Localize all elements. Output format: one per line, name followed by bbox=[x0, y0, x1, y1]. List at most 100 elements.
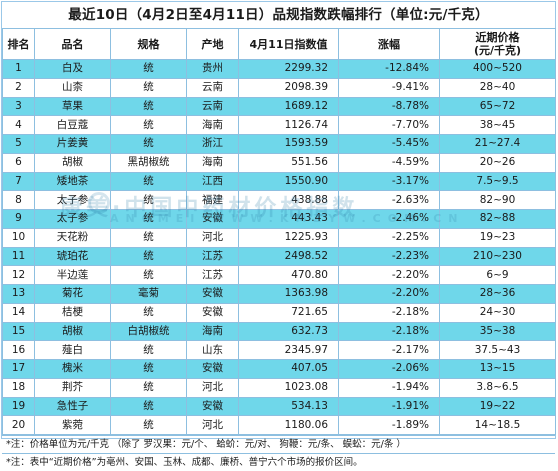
cell-price: 13~15 bbox=[439, 359, 556, 379]
cell-index: 470.80 bbox=[238, 265, 339, 285]
header-spec: 规格 bbox=[110, 28, 187, 60]
footnote-1: *注：价格单位为元/千克 （除了 罗汉果：元/个、 蛤蚧：元/对、 狗鞭：元/条… bbox=[2, 435, 555, 453]
cell-change: -2.63% bbox=[338, 190, 440, 210]
header-price: 近期价格 (元/千克) bbox=[439, 28, 556, 60]
table-row: 13 菊花 毫菊 安徽 1363.98 -2.20% 28~36 bbox=[2, 284, 556, 304]
table-row: 20 紫菀统河北 1180.06 -1.89% 14~18.5 bbox=[2, 415, 556, 435]
cell-origin: 河北 bbox=[186, 227, 239, 248]
table-row: 6 胡椒 黑胡椒统 海南 551.56 -4.59% 20~26 bbox=[2, 152, 556, 173]
cell-price: 20~26 bbox=[439, 152, 556, 173]
cell-price: 28~36 bbox=[439, 284, 556, 304]
cell-index: 1550.90 bbox=[238, 171, 339, 192]
cell-name: 胡椒 bbox=[34, 152, 111, 173]
table-row: 16 薤白统山东 2345.97 -2.17% 37.5~43 bbox=[2, 340, 556, 360]
cell-index: 551.56 bbox=[238, 152, 339, 173]
cell-spec: 统 bbox=[110, 171, 187, 192]
cell-change: -1.89% bbox=[338, 415, 440, 435]
cell-origin: 福建 bbox=[186, 190, 239, 210]
cell-name: 山柰 bbox=[34, 77, 111, 98]
table-row: 19 急性子统安徽 534.13 -1.91% 19~22 bbox=[2, 396, 556, 417]
cell-rank: 16 bbox=[2, 340, 35, 360]
cell-name: 琥珀花 bbox=[34, 246, 111, 267]
table-row: 12 半边莲统江苏 470.80 -2.20% 6~9 bbox=[2, 265, 556, 285]
footnote-2: *注：表中“近期价格”为亳州、安国、玉林、成都、廉桥、普宁六个市场的报价区间。 bbox=[2, 453, 555, 471]
cell-change: -1.91% bbox=[338, 396, 440, 417]
cell-index: 1180.06 bbox=[238, 415, 339, 435]
cell-change: -3.17% bbox=[338, 171, 440, 192]
cell-change: -12.84% bbox=[338, 59, 440, 79]
cell-price: 82~88 bbox=[439, 209, 556, 229]
cell-index: 2498.52 bbox=[238, 246, 339, 267]
cell-origin: 海南 bbox=[186, 152, 239, 173]
cell-index: 407.05 bbox=[238, 359, 339, 379]
cell-spec: 统 bbox=[110, 340, 187, 360]
cell-origin: 河北 bbox=[186, 377, 239, 398]
cell-index: 1593.59 bbox=[238, 134, 339, 154]
cell-index: 443.43 bbox=[238, 209, 339, 229]
cell-spec: 统 bbox=[110, 115, 187, 135]
cell-origin: 海南 bbox=[186, 115, 239, 135]
cell-change: -5.45% bbox=[338, 134, 440, 154]
cell-name: 天花粉 bbox=[34, 227, 111, 248]
cell-spec: 统 bbox=[110, 265, 187, 285]
table-row: 15 胡椒 白胡椒统 海南 632.73 -2.18% 35~38 bbox=[2, 321, 556, 342]
cell-change: -2.17% bbox=[338, 340, 440, 360]
cell-change: -9.41% bbox=[338, 77, 440, 98]
cell-index: 2345.97 bbox=[238, 340, 339, 360]
cell-name: 太子参 bbox=[34, 190, 111, 210]
cell-price: 14~18.5 bbox=[439, 415, 556, 435]
cell-index: 632.73 bbox=[238, 321, 339, 342]
cell-rank: 13 bbox=[2, 284, 35, 304]
cell-name: 矮地茶 bbox=[34, 171, 111, 192]
cell-price: 19~22 bbox=[439, 396, 556, 417]
cell-origin: 浙江 bbox=[186, 134, 239, 154]
cell-name: 紫菀 bbox=[34, 415, 111, 435]
table-row: 11 琥珀花统江苏 2498.52 -2.23% 210~230 bbox=[2, 246, 556, 267]
header-price-line2: (元/千克) bbox=[473, 44, 522, 57]
cell-rank: 5 bbox=[2, 134, 35, 154]
cell-rank: 14 bbox=[2, 302, 35, 323]
cell-change: -2.18% bbox=[338, 302, 440, 323]
cell-index: 438.88 bbox=[238, 190, 339, 210]
header-name: 品名 bbox=[34, 28, 111, 60]
cell-index: 534.13 bbox=[238, 396, 339, 417]
cell-spec: 统 bbox=[110, 377, 187, 398]
cell-spec: 统 bbox=[110, 96, 187, 117]
table-row: 14 桔梗统安徽 721.65 -2.18% 24~30 bbox=[2, 302, 556, 323]
cell-name: 槐米 bbox=[34, 359, 111, 379]
cell-change: -1.94% bbox=[338, 377, 440, 398]
header-rank: 排名 bbox=[2, 28, 35, 60]
table-row: 9 太子参统安徽 443.43 -2.46% 82~88 bbox=[2, 209, 556, 229]
footnotes: *注：价格单位为元/千克 （除了 罗汉果：元/个、 蛤蚧：元/对、 狗鞭：元/条… bbox=[2, 435, 555, 471]
cell-name: 薤白 bbox=[34, 340, 111, 360]
cell-index: 2098.39 bbox=[238, 77, 339, 98]
header-row: 排名 品名 规格 产地 4月11日指数值 涨幅 近期价格 (元/千克) bbox=[2, 28, 556, 60]
cell-spec: 统 bbox=[110, 59, 187, 79]
cell-index: 1225.93 bbox=[238, 227, 339, 248]
cell-rank: 8 bbox=[2, 190, 35, 210]
cell-origin: 云南 bbox=[186, 96, 239, 117]
cell-change: -2.46% bbox=[338, 209, 440, 229]
cell-price: 24~30 bbox=[439, 302, 556, 323]
cell-price: 3.8~6.5 bbox=[439, 377, 556, 398]
cell-name: 草果 bbox=[34, 96, 111, 117]
cell-spec: 统 bbox=[110, 359, 187, 379]
cell-index: 721.65 bbox=[238, 302, 339, 323]
cell-spec: 统 bbox=[110, 134, 187, 154]
cell-rank: 3 bbox=[2, 96, 35, 117]
header-origin: 产地 bbox=[186, 28, 239, 60]
table-row: 17 槐米统安徽 407.05 -2.06% 13~15 bbox=[2, 359, 556, 379]
cell-change: -7.70% bbox=[338, 115, 440, 135]
cell-rank: 4 bbox=[2, 115, 35, 135]
header-price-line1: 近期价格 bbox=[475, 31, 520, 44]
cell-price: 65~72 bbox=[439, 96, 556, 117]
table-row: 2 山柰统云南 2098.39 -9.41% 28~40 bbox=[2, 77, 556, 98]
table-row: 18 荆芥统河北 1023.08 -1.94% 3.8~6.5 bbox=[2, 377, 556, 398]
cell-change: -2.20% bbox=[338, 284, 440, 304]
cell-origin: 江苏 bbox=[186, 265, 239, 285]
table-row: 7 矮地茶统江西 1550.90 -3.17% 7.5~9.5 bbox=[2, 171, 556, 192]
cell-spec: 统 bbox=[110, 302, 187, 323]
cell-rank: 2 bbox=[2, 77, 35, 98]
cell-price: 6~9 bbox=[439, 265, 556, 285]
